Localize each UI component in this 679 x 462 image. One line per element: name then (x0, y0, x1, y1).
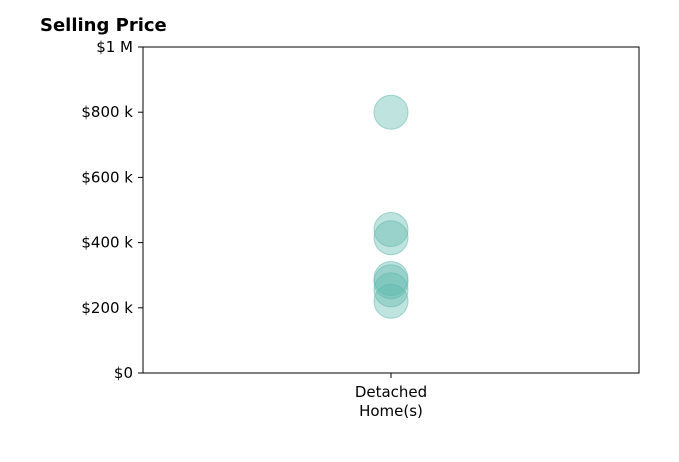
data-points (373, 94, 409, 319)
y-tick-label: $600 k (81, 168, 133, 186)
x-tick-label: Detached Home(s) (355, 383, 427, 420)
x-tick-label-line: Home(s) (359, 402, 423, 420)
y-axis: $0 $200 k $400 k $600 k $800 k $1 M (81, 38, 143, 382)
chart-title: Selling Price (40, 15, 167, 36)
x-tick-label-line: Detached (355, 383, 427, 401)
y-tick-label: $1 M (96, 38, 133, 56)
data-point (373, 283, 409, 319)
data-point (373, 220, 409, 256)
data-point (373, 212, 409, 248)
data-point (373, 94, 409, 130)
y-tick-label: $200 k (81, 299, 133, 317)
y-tick-label: $800 k (81, 103, 133, 121)
y-tick-label: $400 k (81, 234, 133, 252)
data-point (373, 272, 409, 308)
data-point (373, 264, 409, 300)
x-axis: Detached Home(s) (355, 373, 427, 420)
y-tick-label: $0 (114, 364, 133, 382)
